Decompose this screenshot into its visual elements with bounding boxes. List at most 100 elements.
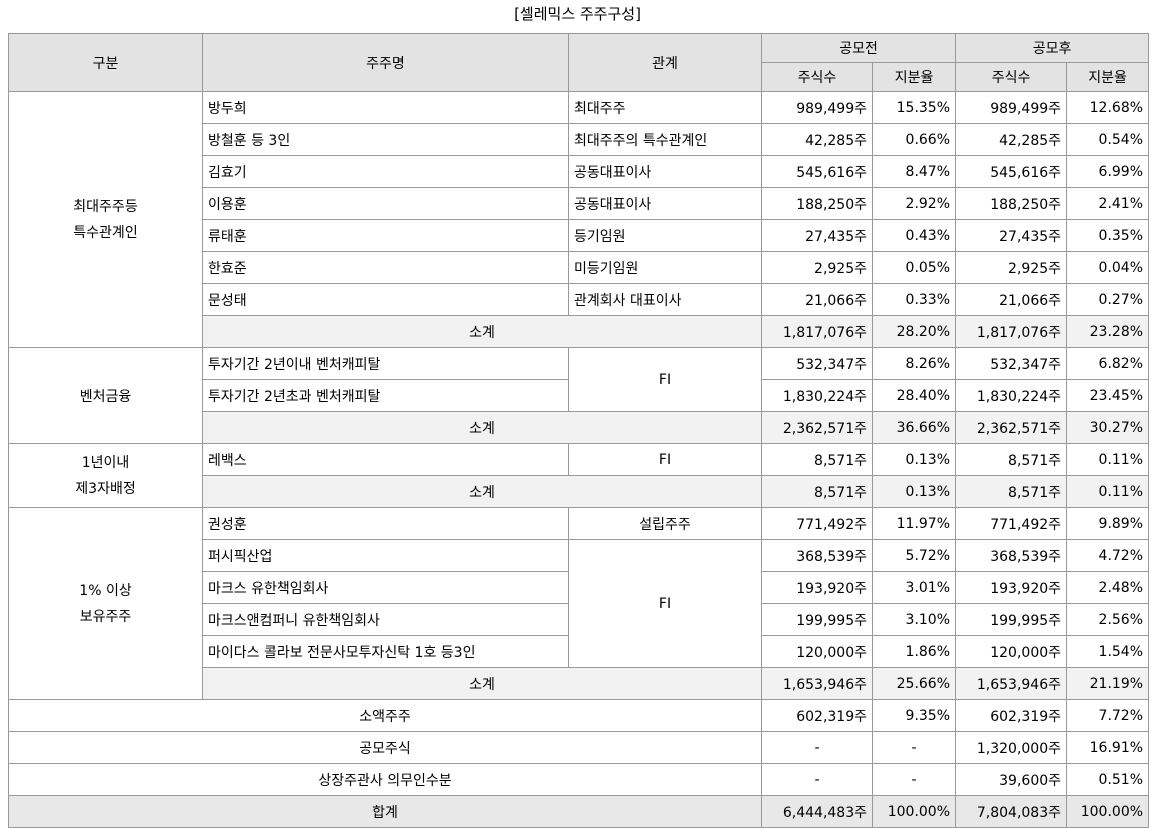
relation-cell: 최대주주 (568, 91, 762, 124)
pre-ratio-cell: - (871, 763, 957, 796)
post-ratio-cell: 2.41% (1066, 187, 1150, 220)
post-ratio-cell: 12.68% (1066, 91, 1150, 124)
shareholder-name: 방두희 (202, 91, 569, 124)
header-row-2: 주식수 지분율 주식수 지분율 (9, 62, 1150, 92)
subtotal-row: 소계 8,571주 0.13% 8,571주 0.11% (9, 475, 1150, 508)
table-row: 한효준 미등기임원 2,925주 0.05% 2,925주 0.04% (9, 251, 1150, 284)
shareholder-name: 퍼시픽산업 (202, 539, 569, 572)
pre-shares-cell: 8,571주 (761, 475, 873, 508)
post-ratio-cell: 9.89% (1066, 507, 1150, 540)
post-shares-cell: 120,000주 (955, 635, 1068, 668)
pre-ratio-cell: 25.66% (871, 667, 957, 700)
pre-ratio-cell: 0.13% (871, 443, 957, 476)
pre-shares-cell: 989,499주 (761, 91, 873, 124)
group-label-line: 1% 이상 (79, 582, 132, 599)
group-label-over-1pct: 1% 이상 보유주주 (8, 507, 203, 700)
header-post-shares: 주식수 (955, 62, 1068, 92)
table-row: 퍼시픽산업 FI 368,539주 5.72% 368,539주 4.72% (9, 539, 1150, 668)
pre-ratio-cell: 28.40% (871, 379, 957, 412)
header-post-ratio: 지분율 (1066, 62, 1150, 92)
pre-ratio-cell: 0.13% (871, 475, 957, 508)
pre-ratio-cell: 3.10% (871, 603, 957, 636)
post-ratio-cell: 2.48% (1066, 571, 1150, 604)
post-ratio-cell: 4.72% (1066, 539, 1150, 572)
pre-shares-cell: 120,000주 (761, 635, 873, 668)
pre-shares-cell: 21,066주 (761, 283, 873, 316)
subtotal-row: 소계 1,817,076주 28.20% 1,817,076주 23.28% (9, 315, 1150, 348)
shareholder-name: 투자기간 2년초과 벤처캐피탈 (202, 379, 569, 412)
shareholder-name: 레백스 (202, 443, 569, 476)
pre-shares-cell: 42,285주 (761, 123, 873, 156)
pre-ratio-cell: 9.35% (871, 699, 957, 732)
pre-shares-cell: - (761, 731, 873, 764)
table-row: 투자기간 2년초과 벤처캐피탈 1,830,224주 28.40% 1,830,… (9, 379, 1150, 412)
pre-shares-cell: 771,492주 (761, 507, 873, 540)
table-row: 벤처금융 투자기간 2년이내 벤처캐피탈 FI 532,347주 8.26% 5… (8, 347, 1150, 444)
group-label-line: 특수관계인 (73, 224, 138, 241)
pre-ratio-cell: 3.01% (871, 571, 957, 604)
relation-cell: 최대주주의 특수관계인 (568, 123, 762, 156)
header-before-ipo: 공모전 (760, 33, 957, 63)
post-shares-cell: 27,435주 (955, 219, 1068, 252)
header-row-1: 구분 주주명 관계 공모전 공모후 (8, 33, 1150, 92)
post-shares-cell: 2,362,571주 (955, 411, 1068, 444)
header-category: 구분 (8, 33, 203, 92)
group-label-venture: 벤처금융 (8, 347, 203, 444)
subtotal-row: 소계 1,653,946주 25.66% 1,653,946주 21.19% (9, 667, 1150, 700)
shareholder-name: 이용훈 (202, 187, 569, 220)
pre-ratio-cell: 0.05% (871, 251, 957, 284)
post-shares-cell: 532,347주 (955, 347, 1068, 380)
shareholder-name: 마크스 유한책임회사 (202, 571, 569, 604)
group-label-line: 제3자배정 (75, 480, 136, 497)
pre-shares-cell: 199,995주 (761, 603, 873, 636)
post-shares-cell: 8,571주 (955, 443, 1068, 476)
subtotal-label: 소계 (202, 411, 762, 444)
shareholder-name: 문성태 (202, 283, 569, 316)
table-row: 1% 이상 보유주주 권성훈 설립주주 771,492주 11.97% 771,… (8, 507, 1150, 700)
pre-shares-cell: 545,616주 (761, 155, 873, 188)
relation-cell: 관계회사 대표이사 (568, 283, 762, 316)
shareholder-name: 마크스앤컴퍼니 유한책임회사 (202, 603, 569, 636)
table-row: 김효기 공동대표이사 545,616주 8.47% 545,616주 6.99% (9, 155, 1150, 188)
row-label: 소액주주 (8, 699, 762, 732)
post-shares-cell: 188,250주 (955, 187, 1068, 220)
post-shares-cell: 368,539주 (955, 539, 1068, 572)
pre-ratio-cell: 15.35% (871, 91, 957, 124)
subtotal-label: 소계 (202, 475, 762, 508)
pre-shares-cell: 2,925주 (761, 251, 873, 284)
shareholder-table: 구분 주주명 관계 공모전 공모후 주식수 지분율 주식수 지분율 최대주주등 … (8, 33, 1150, 828)
shareholder-name: 투자기간 2년이내 벤처캐피탈 (202, 347, 569, 380)
relation-cell: FI (568, 539, 762, 668)
relation-cell: 공동대표이사 (568, 187, 762, 220)
post-shares-cell: 199,995주 (955, 603, 1068, 636)
pre-shares-cell: 1,653,946주 (761, 667, 873, 700)
post-shares-cell: 989,499주 (955, 91, 1068, 124)
group-label-major: 최대주주등 특수관계인 (8, 91, 203, 348)
group-label-line: 최대주주등 (73, 198, 138, 215)
post-ratio-cell: 100.00% (1066, 795, 1150, 828)
pre-shares-cell: 188,250주 (761, 187, 873, 220)
pre-ratio-cell: 8.47% (871, 155, 957, 188)
shareholder-name: 한효준 (202, 251, 569, 284)
shareholder-name: 권성훈 (202, 507, 569, 540)
row-label: 상장주관사 의무인수분 (8, 763, 762, 796)
post-ratio-cell: 0.11% (1066, 475, 1150, 508)
shareholder-name: 류태훈 (202, 219, 569, 252)
relation-cell: 미등기임원 (568, 251, 762, 284)
post-shares-cell: 8,571주 (955, 475, 1068, 508)
post-shares-cell: 1,653,946주 (955, 667, 1068, 700)
post-ratio-cell: 0.11% (1066, 443, 1150, 476)
pre-ratio-cell: 2.92% (871, 187, 957, 220)
pre-shares-cell: 1,830,224주 (761, 379, 873, 412)
pre-shares-cell: 368,539주 (761, 539, 873, 572)
relation-cell: FI (568, 443, 762, 476)
pre-ratio-cell: 1.86% (871, 635, 957, 668)
shareholder-name: 마이다스 콜라보 전문사모투자신탁 1호 등3인 (202, 635, 569, 668)
shareholder-name: 방철훈 등 3인 (202, 123, 569, 156)
post-ratio-cell: 0.27% (1066, 283, 1150, 316)
pre-ratio-cell: 5.72% (871, 539, 957, 572)
relation-cell: FI (568, 347, 762, 412)
group-label-third-party: 1년이내 제3자배정 (8, 443, 203, 508)
post-ratio-cell: 6.82% (1066, 347, 1150, 380)
post-ratio-cell: 1.54% (1066, 635, 1150, 668)
